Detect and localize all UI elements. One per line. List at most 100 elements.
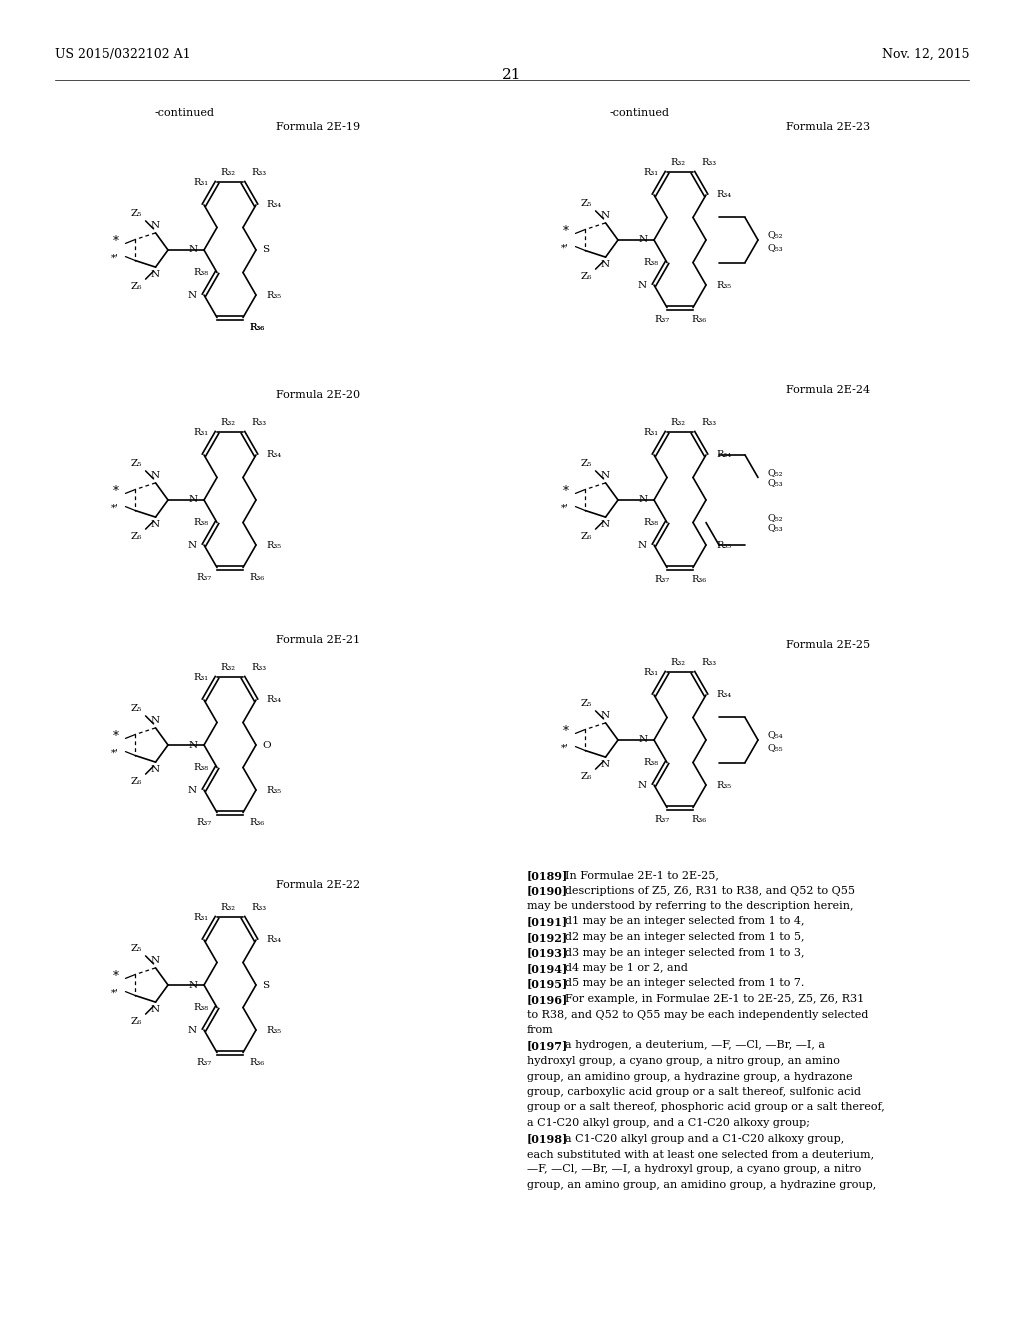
Text: each substituted with at least one selected from a deuterium,: each substituted with at least one selec… [527,1148,874,1159]
Text: [0189]: [0189] [527,870,568,880]
Text: d2 may be an integer selected from 1 to 5,: d2 may be an integer selected from 1 to … [558,932,805,942]
Text: d4 may be 1 or 2, and: d4 may be 1 or 2, and [558,964,688,973]
Text: N: N [639,495,648,504]
Text: R₃₃: R₃₃ [251,168,266,177]
Text: N: N [188,495,198,504]
Text: R₃₃: R₃₃ [701,158,716,166]
Text: group, carboxylic acid group or a salt thereof, sulfonic acid: group, carboxylic acid group or a salt t… [527,1086,861,1097]
Text: N: N [638,780,647,789]
Text: Z₆: Z₆ [131,281,142,290]
Text: R₃₆: R₃₆ [691,315,707,323]
Text: 21: 21 [502,69,522,82]
Text: N: N [151,520,160,529]
Text: R₃₄: R₃₄ [266,936,282,945]
Text: from: from [527,1026,554,1035]
Text: R₃₈: R₃₈ [194,1003,209,1012]
Text: *': *' [560,504,568,513]
Text: R₃₅: R₃₅ [716,281,731,289]
Text: [0196]: [0196] [527,994,568,1005]
Text: may be understood by referring to the description herein,: may be understood by referring to the de… [527,902,853,911]
Text: Q₅₅: Q₅₅ [768,743,783,752]
Text: *: * [562,484,568,498]
Text: R₃₇: R₃₇ [197,818,212,828]
Text: R₃₃: R₃₃ [251,903,266,912]
Text: *': *' [111,504,119,513]
Text: R₃₁: R₃₁ [194,178,209,187]
Text: *': *' [111,989,119,998]
Text: Z₆: Z₆ [131,776,142,785]
Text: *': *' [560,744,568,754]
Text: [0193]: [0193] [527,948,568,958]
Text: R₃₄: R₃₄ [266,696,282,705]
Text: *: * [113,484,119,498]
Text: R₃₈: R₃₈ [194,763,209,772]
Text: R₃₁: R₃₁ [644,668,659,677]
Text: *: * [113,235,119,248]
Text: N: N [639,235,648,244]
Text: Q₅₃: Q₅₃ [768,478,783,487]
Text: R₃₅: R₃₅ [266,785,282,795]
Text: R₃₃: R₃₃ [701,657,716,667]
Text: R₃₄: R₃₄ [266,450,282,459]
Text: Formula 2E-20: Formula 2E-20 [275,389,360,400]
Text: Q₅₃: Q₅₃ [768,523,783,532]
Text: Z₆: Z₆ [581,532,592,541]
Text: For example, in Formulae 2E-1 to 2E-25, Z5, Z6, R31: For example, in Formulae 2E-1 to 2E-25, … [558,994,864,1005]
Text: R₃₈: R₃₈ [644,517,659,527]
Text: N: N [601,520,610,529]
Text: Formula 2E-23: Formula 2E-23 [785,121,870,132]
Text: R₃₇: R₃₇ [197,1059,212,1067]
Text: N: N [187,290,197,300]
Text: Nov. 12, 2015: Nov. 12, 2015 [882,48,969,61]
Text: S: S [262,246,269,255]
Text: Z₆: Z₆ [131,1016,142,1026]
Text: R₃₂: R₃₂ [220,168,234,177]
Text: *: * [113,730,119,743]
Text: R₃₇: R₃₇ [654,576,670,583]
Text: Q₅₂: Q₅₂ [768,469,783,477]
Text: R₃₂: R₃₂ [670,657,685,667]
Text: R₃₆: R₃₆ [249,323,264,333]
Text: N: N [188,981,198,990]
Text: R₃₂: R₃₂ [670,158,685,166]
Text: R₃₈: R₃₈ [644,257,659,267]
Text: R₃₆: R₃₆ [249,573,264,582]
Text: to R38, and Q52 to Q55 may be each independently selected: to R38, and Q52 to Q55 may be each indep… [527,1010,868,1019]
Text: *: * [113,970,119,983]
Text: R₃₄: R₃₄ [716,190,731,199]
Text: R₃₇: R₃₇ [654,814,670,824]
Text: group, an amidino group, a hydrazine group, a hydrazone: group, an amidino group, a hydrazine gro… [527,1072,853,1081]
Text: [0191]: [0191] [527,916,568,928]
Text: R₃₅: R₃₅ [266,1026,282,1035]
Text: Z₆: Z₆ [581,772,592,780]
Text: N: N [601,760,610,770]
Text: Q₅₃: Q₅₃ [768,243,783,252]
Text: R₃₁: R₃₁ [644,428,659,437]
Text: d3 may be an integer selected from 1 to 3,: d3 may be an integer selected from 1 to … [558,948,805,957]
Text: [0197]: [0197] [527,1040,568,1052]
Text: descriptions of Z5, Z6, R31 to R38, and Q52 to Q55: descriptions of Z5, Z6, R31 to R38, and … [558,886,855,895]
Text: N: N [601,260,610,269]
Text: In Formulae 2E-1 to 2E-25,: In Formulae 2E-1 to 2E-25, [558,870,719,880]
Text: R₃₅: R₃₅ [266,290,282,300]
Text: R₃₂: R₃₂ [220,418,234,426]
Text: group or a salt thereof, phosphoric acid group or a salt thereof,: group or a salt thereof, phosphoric acid… [527,1102,885,1113]
Text: R₃₈: R₃₈ [194,517,209,527]
Text: R₃₈: R₃₈ [194,268,209,277]
Text: R₃₇: R₃₇ [654,315,670,323]
Text: N: N [151,471,160,480]
Text: N: N [639,735,648,744]
Text: Z₅: Z₅ [581,199,592,209]
Text: R₃₁: R₃₁ [194,428,209,437]
Text: -continued: -continued [155,108,215,117]
Text: S: S [262,981,269,990]
Text: N: N [187,1026,197,1035]
Text: d1 may be an integer selected from 1 to 4,: d1 may be an integer selected from 1 to … [558,916,805,927]
Text: d5 may be an integer selected from 1 to 7.: d5 may be an integer selected from 1 to … [558,978,805,989]
Text: Q₅₂: Q₅₂ [768,231,783,239]
Text: Z₅: Z₅ [131,210,142,218]
Text: N: N [187,785,197,795]
Text: Z₅: Z₅ [131,459,142,469]
Text: *: * [562,725,568,738]
Text: N: N [638,281,647,289]
